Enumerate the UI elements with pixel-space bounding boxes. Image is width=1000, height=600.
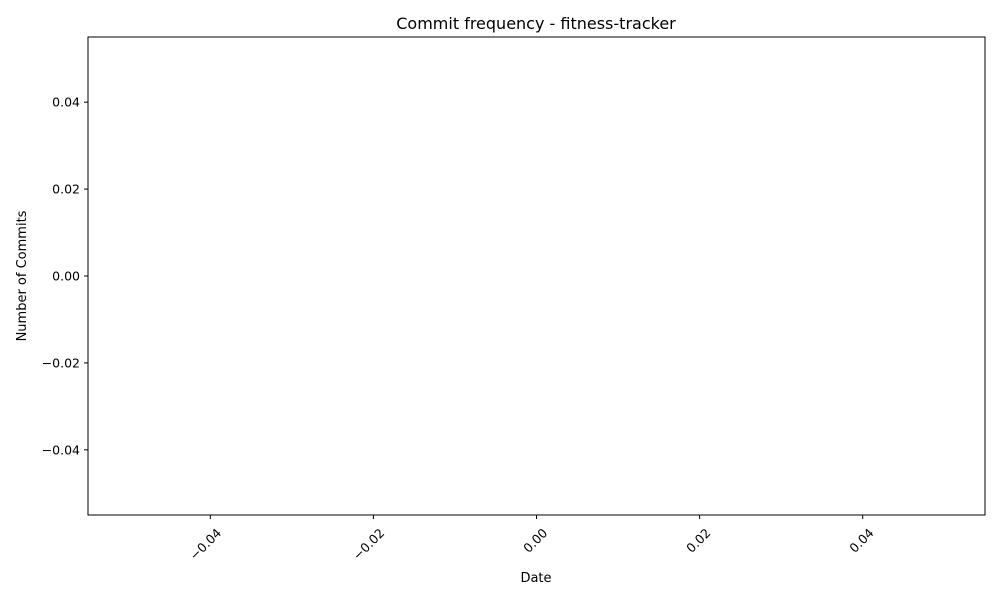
y-tick-label: 0.04 xyxy=(52,95,80,110)
chart-title: Commit frequency - fitness-tracker xyxy=(396,14,676,33)
y-tick-label: −0.02 xyxy=(42,355,80,370)
y-tick-label: −0.04 xyxy=(42,442,80,457)
y-axis-label: Number of Commits xyxy=(15,210,30,341)
y-tick-label: 0.02 xyxy=(52,182,80,197)
x-axis-label: Date xyxy=(520,571,551,586)
y-axis: 0.04 0.02 0.00 −0.02 −0.04 xyxy=(42,95,88,457)
y-tick-label: 0.00 xyxy=(52,269,80,284)
